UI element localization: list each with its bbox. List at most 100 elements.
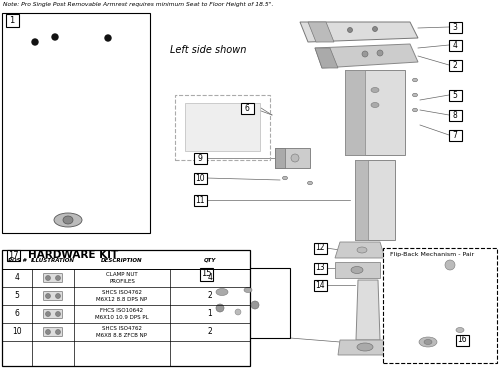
Text: 4: 4 [452,41,458,49]
Circle shape [56,330,60,335]
Text: 5: 5 [14,292,20,300]
Ellipse shape [216,289,228,296]
Bar [448,21,462,32]
Text: SHCS ISO4762
M6X12 8.8 DPS NP: SHCS ISO4762 M6X12 8.8 DPS NP [96,290,148,301]
Bar [448,130,462,141]
Polygon shape [396,310,454,335]
Bar [2,250,250,366]
Circle shape [52,34,58,40]
Bar [448,90,462,100]
Text: 9: 9 [198,154,202,162]
Bar [448,59,462,70]
Polygon shape [338,340,392,355]
Text: Note: Pro Single Post Removable Armrest requires minimum Seat to Floor Height of: Note: Pro Single Post Removable Armrest … [3,2,274,7]
Polygon shape [95,115,118,138]
Text: Flip-Back Mechanism - Pair: Flip-Back Mechanism - Pair [390,252,474,257]
Bar [2,13,150,233]
Polygon shape [335,242,385,258]
Circle shape [32,39,38,45]
Ellipse shape [308,181,312,185]
Text: 1: 1 [208,310,212,318]
FancyBboxPatch shape [44,310,62,318]
Bar [194,172,206,183]
Circle shape [291,154,299,162]
Bar [456,335,468,345]
Text: 7: 7 [452,131,458,139]
Text: 13: 13 [315,263,325,272]
Polygon shape [355,160,395,240]
Ellipse shape [244,287,252,293]
Ellipse shape [371,87,379,93]
Bar [314,262,326,273]
Ellipse shape [424,339,432,345]
Circle shape [56,276,60,280]
Polygon shape [275,148,285,168]
Text: 17: 17 [8,251,18,259]
Polygon shape [53,65,95,200]
Text: 16: 16 [457,335,467,345]
Text: 11: 11 [195,196,205,204]
Polygon shape [300,22,418,42]
Text: 3: 3 [452,23,458,31]
Text: 6: 6 [14,310,20,318]
Polygon shape [30,120,55,145]
Polygon shape [406,268,418,335]
Bar [448,39,462,51]
Ellipse shape [54,213,82,227]
Ellipse shape [419,337,437,347]
Circle shape [46,311,51,317]
Text: ILLUSTRATION: ILLUSTRATION [31,258,75,263]
Polygon shape [40,185,90,215]
Circle shape [348,28,352,32]
Polygon shape [356,280,380,340]
Bar [383,248,497,363]
Polygon shape [18,30,125,65]
Circle shape [46,330,51,335]
Circle shape [377,50,383,56]
FancyBboxPatch shape [44,273,62,283]
Bar [240,103,254,114]
Bar [6,249,20,261]
Text: 8: 8 [452,110,458,120]
Polygon shape [345,70,365,155]
Ellipse shape [371,103,379,107]
Polygon shape [345,70,405,155]
Ellipse shape [412,108,418,112]
Polygon shape [315,48,338,68]
Circle shape [56,293,60,299]
Polygon shape [397,335,458,355]
Circle shape [235,309,241,315]
Text: SHCS ISO4762
M6X8 8.8 ZFCB NP: SHCS ISO4762 M6X8 8.8 ZFCB NP [96,327,148,338]
Text: 2: 2 [208,292,212,300]
Text: 2: 2 [452,61,458,69]
Ellipse shape [63,216,73,224]
Text: 10: 10 [12,328,22,337]
Polygon shape [335,262,380,278]
Polygon shape [208,283,272,298]
Text: FHCS ISO10642
M6X10 10.9 DPS PL: FHCS ISO10642 M6X10 10.9 DPS PL [95,308,149,320]
Bar [185,103,260,151]
Bar [175,95,270,160]
Bar [200,268,212,280]
Polygon shape [418,254,442,272]
Text: 14: 14 [315,280,325,290]
Text: 6: 6 [244,103,250,113]
Text: DESCRIPTION: DESCRIPTION [101,258,143,263]
Ellipse shape [357,247,367,253]
Text: 5: 5 [452,90,458,100]
Polygon shape [20,210,105,222]
Polygon shape [308,22,334,42]
Text: 10: 10 [195,173,205,183]
Ellipse shape [351,266,363,273]
Polygon shape [406,268,427,335]
Polygon shape [355,160,368,240]
Polygon shape [275,148,310,168]
Text: 4: 4 [14,273,20,283]
Text: QTY: QTY [204,258,216,263]
Text: CLAMP NUT
PROFILES: CLAMP NUT PROFILES [106,272,138,284]
FancyBboxPatch shape [44,292,62,300]
Ellipse shape [412,78,418,82]
Text: 1: 1 [10,15,14,24]
Circle shape [216,304,224,312]
Polygon shape [202,300,278,318]
